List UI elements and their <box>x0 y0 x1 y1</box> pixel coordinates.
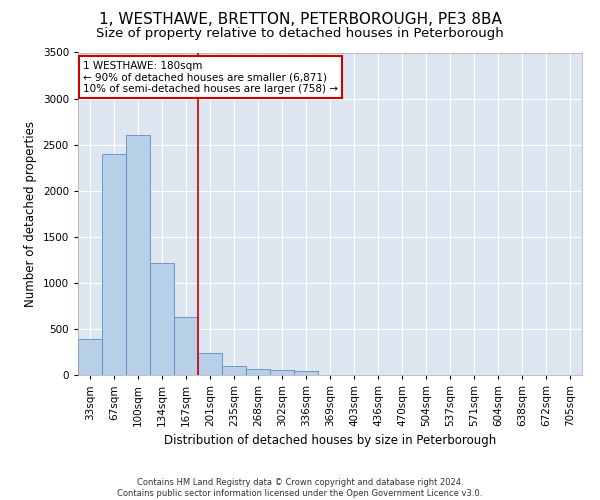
Bar <box>102 154 126 375</box>
Bar <box>294 372 318 375</box>
Bar <box>222 366 246 375</box>
Bar <box>198 353 222 375</box>
Text: Size of property relative to detached houses in Peterborough: Size of property relative to detached ho… <box>96 28 504 40</box>
Y-axis label: Number of detached properties: Number of detached properties <box>24 120 37 306</box>
Text: 1, WESTHAWE, BRETTON, PETERBOROUGH, PE3 8BA: 1, WESTHAWE, BRETTON, PETERBOROUGH, PE3 … <box>98 12 502 28</box>
Bar <box>150 262 174 375</box>
Text: 1 WESTHAWE: 180sqm
← 90% of detached houses are smaller (6,871)
10% of semi-deta: 1 WESTHAWE: 180sqm ← 90% of detached hou… <box>83 60 338 94</box>
Bar <box>270 370 294 375</box>
Bar <box>126 136 150 375</box>
Bar <box>174 317 198 375</box>
X-axis label: Distribution of detached houses by size in Peterborough: Distribution of detached houses by size … <box>164 434 496 448</box>
Bar <box>246 370 270 375</box>
Bar <box>78 339 102 375</box>
Text: Contains HM Land Registry data © Crown copyright and database right 2024.
Contai: Contains HM Land Registry data © Crown c… <box>118 478 482 498</box>
